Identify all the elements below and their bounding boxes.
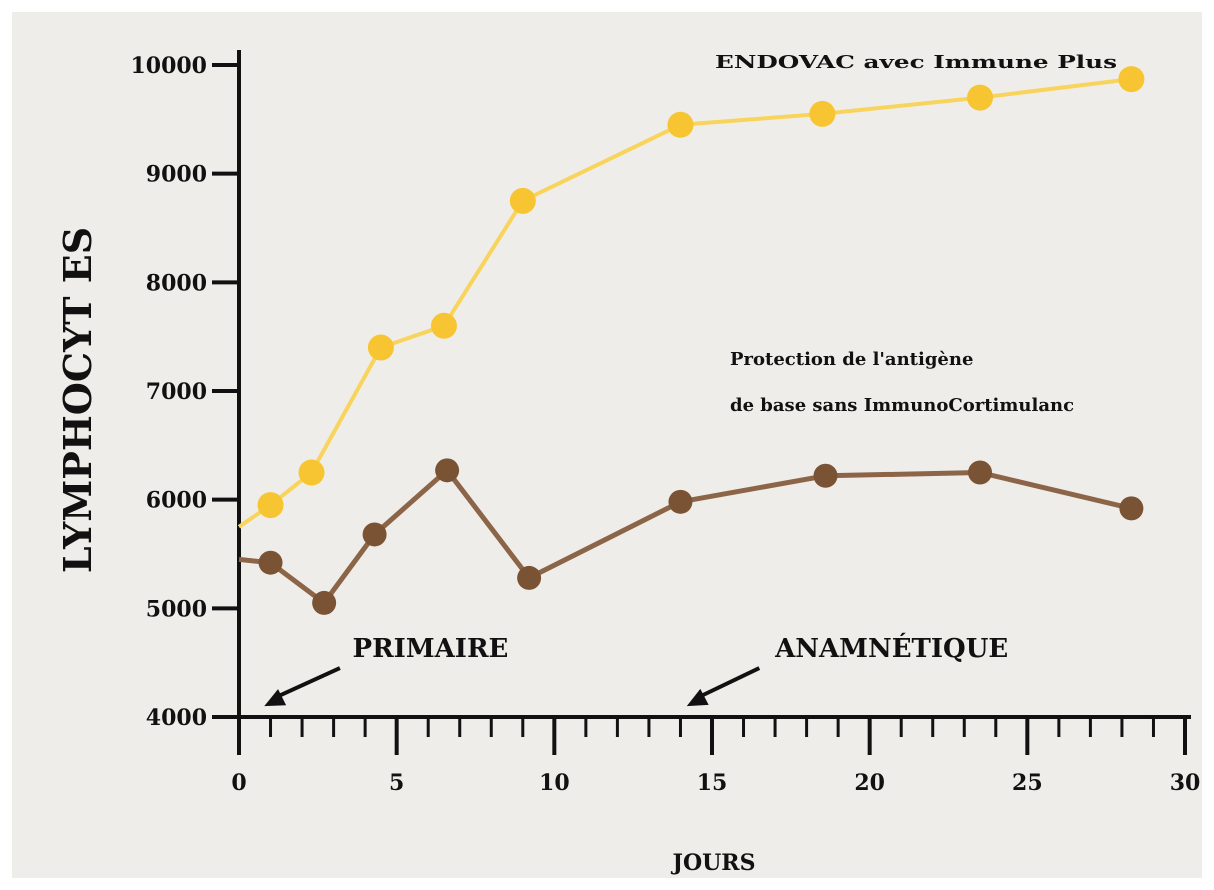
data-point-s0 — [809, 100, 836, 127]
y-tick-label: 6000 — [146, 488, 207, 514]
data-point-s0 — [1118, 66, 1145, 93]
labels-layer: LYMPHOCYT ES JOURS ENDOVAC avec Immune P… — [55, 52, 1117, 876]
chart-container: 0 5 10 15 20 25 30 4000 5000 6000 7000 8000 9000 1000… — [12, 12, 1202, 878]
data-point-s1 — [1119, 496, 1144, 521]
data-point-s1 — [258, 550, 283, 575]
data-point-s0 — [430, 312, 457, 339]
x-tick-label: 5 — [389, 770, 404, 796]
series-label-endovac: ENDOVAC avec Immune Plus — [715, 52, 1117, 73]
data-point-s1 — [668, 489, 693, 514]
x-tick-label: 0 — [231, 770, 246, 796]
data-point-s1 — [517, 565, 542, 590]
y-tick-label: 4000 — [146, 705, 207, 731]
annotation-text-1: ANAMNÉTIQUE — [774, 632, 1008, 664]
x-axis-title: JOURS — [671, 850, 756, 876]
data-point-s0 — [367, 334, 394, 361]
y-axis-title: LYMPHOCYT ES — [55, 227, 100, 573]
y-tick-label: 8000 — [146, 270, 207, 296]
data-point-s0 — [298, 459, 325, 486]
y-tick-label: 7000 — [146, 379, 207, 405]
x-tick-label: 15 — [697, 770, 728, 796]
series-layer — [237, 66, 1145, 615]
data-point-s0 — [967, 84, 994, 111]
x-tick-label: 30 — [1170, 770, 1201, 796]
data-point-s1 — [312, 590, 337, 615]
annotation-arrow-head-1 — [686, 688, 709, 707]
series-line-1 — [238, 467, 1132, 606]
series-line-0 — [237, 77, 1132, 529]
annotation-arrow-shaft-1 — [699, 666, 761, 698]
x-tick-label: 25 — [1012, 770, 1043, 796]
lymphocytes-line-chart: 0 5 10 15 20 25 30 4000 5000 6000 7000 8000 9000 1000… — [55, 50, 1200, 876]
data-point-s0 — [257, 492, 284, 519]
x-tick-label: 10 — [539, 770, 570, 796]
y-tick-label: 10000 — [130, 53, 207, 79]
series-label-line: Protection de l'antigène — [730, 349, 973, 370]
data-point-s1 — [435, 458, 460, 483]
data-point-s1 — [813, 463, 838, 488]
series-label-line: de base sans ImmunoCortimulanc — [730, 395, 1074, 416]
data-point-s1 — [362, 522, 387, 547]
data-point-s0 — [509, 187, 536, 214]
data-point-s0 — [667, 111, 694, 138]
data-point-s1 — [968, 460, 993, 485]
axes: 0 5 10 15 20 25 30 4000 5000 6000 7000 8000 9000 1000… — [130, 50, 1200, 796]
y-tick-label: 5000 — [146, 596, 207, 622]
annotation-arrow-shaft-0 — [277, 666, 341, 698]
annotation-text-0: PRIMAIRE — [353, 634, 509, 664]
series-label-protection: Protection de l'antigène de base sans Imm… — [730, 349, 1074, 416]
annotation-arrow-head-0 — [264, 689, 287, 707]
x-tick-label: 20 — [854, 770, 885, 796]
y-tick-label: 9000 — [146, 162, 207, 188]
